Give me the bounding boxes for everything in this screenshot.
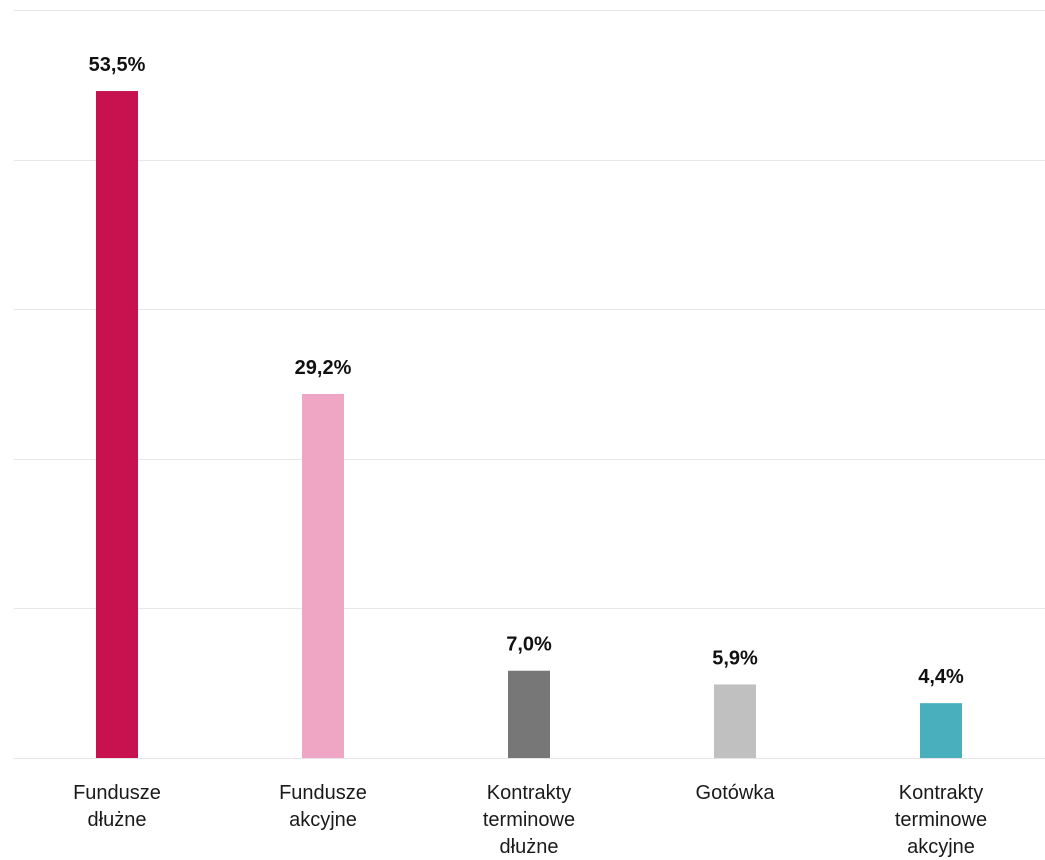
category-label-line: Kontrakty [899,782,983,804]
category-labels: Fundusze dłużne Fundusze akcyjne Kontrakty te… [73,782,987,858]
data-label: 7,0% [506,634,552,656]
category-label: Kontrakty terminowe dłużne [483,782,575,858]
category-label-line: terminowe [483,809,575,831]
bar [920,703,962,758]
category-label-line: Fundusze [279,782,367,804]
category-label: Kontrakty terminowe akcyjne [895,782,987,858]
category-label-line: terminowe [895,809,987,831]
category-label: Fundusze akcyjne [279,782,367,831]
category-label-line: akcyjne [907,836,975,858]
category-label-line: Kontrakty [487,782,571,804]
bar [508,670,550,758]
category-label-line: dłużne [88,809,147,831]
category-label: Fundusze dłużne [73,782,161,831]
bars [96,91,962,759]
data-label: 53,5% [89,54,146,76]
bar [96,91,138,759]
category-label-line: akcyjne [289,809,357,831]
bar [302,393,344,758]
data-label: 29,2% [295,357,352,379]
category-label: Gotówka [696,782,776,804]
gridlines [14,10,1045,759]
data-label: 5,9% [712,647,758,669]
category-label-line: Gotówka [696,782,776,804]
category-label-line: Fundusze [73,782,161,804]
category-label-line: dłużne [500,836,559,858]
value-labels: 53,5% 29,2% 7,0% 5,9% 4,4% [89,54,964,688]
bar [714,684,756,758]
data-label: 4,4% [918,666,964,688]
